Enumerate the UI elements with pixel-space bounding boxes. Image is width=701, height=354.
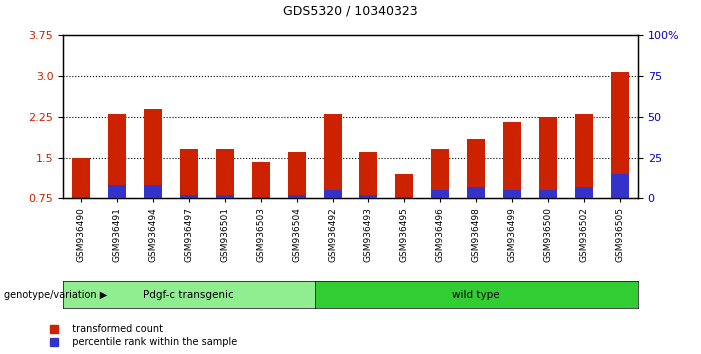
Bar [180,149,198,198]
Bar [144,109,162,198]
Bar [324,114,341,198]
Bar [360,195,377,198]
Text: wild type: wild type [452,290,500,300]
Bar [395,196,414,198]
Bar [324,190,341,198]
Bar [144,185,162,198]
Bar [611,174,629,198]
Legend:   transformed count,   percentile rank within the sample: transformed count, percentile rank withi… [50,325,237,347]
Bar [468,187,485,198]
Bar [539,117,557,198]
Bar [72,158,90,198]
Text: GDS5320 / 10340323: GDS5320 / 10340323 [283,5,418,18]
Bar [287,195,306,198]
Bar [503,190,521,198]
Bar [503,122,521,198]
Bar [72,196,90,198]
Bar [252,162,270,198]
Bar [575,187,593,198]
Bar [252,196,270,198]
Bar [108,185,126,198]
Bar [216,195,233,198]
Bar [431,149,449,198]
Bar [611,72,629,198]
Bar [180,195,198,198]
Text: Pdgf-c transgenic: Pdgf-c transgenic [144,290,234,300]
Bar [431,190,449,198]
Bar [395,174,414,198]
Bar [468,138,485,198]
Bar [575,114,593,198]
Bar [108,114,126,198]
Bar [539,190,557,198]
Text: genotype/variation ▶: genotype/variation ▶ [4,290,107,300]
Bar [216,149,233,198]
Bar [287,152,306,198]
Bar [360,152,377,198]
